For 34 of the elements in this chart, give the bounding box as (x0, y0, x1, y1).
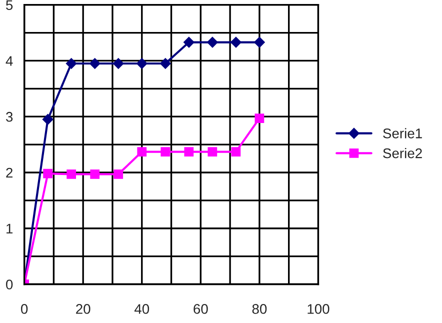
x-tick-label: 0 (20, 304, 28, 314)
x-tick-label: 80 (252, 304, 267, 314)
point (208, 147, 218, 156)
point (43, 168, 53, 178)
point (160, 58, 171, 69)
y-tick-label: 2 (6, 168, 12, 178)
y-tick-label: 4 (6, 56, 13, 66)
y-tick-label: 1 (6, 224, 13, 234)
x-tick-label: 100 (308, 304, 330, 314)
point (89, 58, 100, 69)
x-tick-label: 60 (194, 304, 208, 314)
point (66, 169, 76, 179)
point (136, 58, 148, 69)
point (160, 147, 170, 156)
point (254, 114, 264, 123)
x-tick-label: 40 (134, 304, 150, 314)
point (137, 147, 147, 156)
legend-label: Serie2 (383, 148, 422, 158)
point (42, 114, 54, 125)
y-tick-label: 3 (6, 112, 13, 122)
legend-label: Serie1 (383, 128, 422, 138)
point (114, 169, 124, 179)
y-tick-label: 5 (6, 0, 13, 10)
y-tick-label: 0 (6, 280, 13, 290)
point (254, 36, 265, 48)
point (230, 36, 242, 48)
point (66, 58, 77, 69)
point (183, 36, 194, 48)
point (184, 147, 194, 156)
point (112, 58, 124, 69)
x-tick-label: 20 (76, 304, 90, 314)
point (231, 147, 241, 156)
point (206, 36, 218, 48)
point (90, 169, 100, 179)
